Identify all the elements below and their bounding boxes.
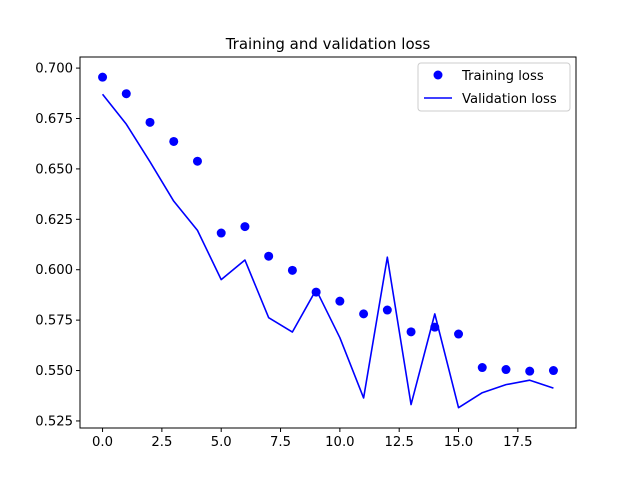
y-tick-label: 0.625	[35, 213, 73, 228]
y-tick-label: 0.525	[35, 414, 73, 429]
y-tick-label: 0.550	[35, 364, 73, 379]
legend-validation-label: Validation loss	[462, 92, 557, 107]
y-tick-label: 0.575	[35, 314, 73, 329]
y-tick-label: 0.675	[35, 112, 73, 127]
x-tick-label: 2.5	[151, 435, 172, 450]
training-loss-point	[454, 329, 464, 339]
x-tick-label: 15.0	[444, 435, 473, 450]
training-loss-point	[145, 117, 155, 127]
training-loss-point	[216, 228, 226, 238]
training-loss-point	[335, 296, 345, 306]
legend-box	[417, 62, 571, 112]
training-loss-point	[382, 305, 392, 315]
training-loss-point	[98, 72, 108, 82]
training-loss-point	[311, 287, 321, 297]
plot-area	[98, 72, 558, 409]
y-tick-label: 0.700	[35, 62, 73, 77]
y-tick-label: 0.650	[35, 162, 73, 177]
legend-training-marker	[433, 70, 443, 80]
x-tick-label: 0.0	[92, 435, 113, 450]
x-tick-label: 7.5	[270, 435, 291, 450]
x-tick-label: 12.5	[385, 435, 414, 450]
training-loss-point	[430, 322, 440, 332]
training-loss-point	[548, 366, 558, 376]
validation-loss-line	[101, 93, 554, 409]
training-loss-point	[264, 251, 274, 261]
training-loss-point	[121, 89, 131, 99]
legend: Training loss Validation loss	[417, 62, 571, 112]
y-axis: 0.525 0.550 0.575 0.600 0.625 0.650 0.675 0.700	[35, 62, 80, 429]
training-loss-point	[192, 156, 202, 166]
training-loss-point	[287, 265, 297, 275]
training-loss-point	[240, 222, 250, 232]
training-loss-point	[406, 327, 416, 337]
training-loss-point	[501, 365, 511, 375]
axes-frame	[79, 56, 577, 429]
x-tick-label: 5.0	[211, 435, 232, 450]
y-tick-label: 0.600	[35, 263, 73, 278]
x-tick-label: 10.0	[325, 435, 354, 450]
training-loss-point	[477, 363, 487, 373]
training-loss-point	[169, 136, 179, 146]
x-tick-label: 17.5	[503, 435, 532, 450]
legend-training-label: Training loss	[461, 69, 544, 84]
x-axis: 0.0 2.5 5.0 7.5 10.0 12.5 15.0 17.5	[92, 428, 533, 450]
chart-title: Training and validation loss	[225, 35, 431, 53]
training-loss-point	[359, 309, 369, 319]
training-loss-point	[525, 366, 535, 376]
